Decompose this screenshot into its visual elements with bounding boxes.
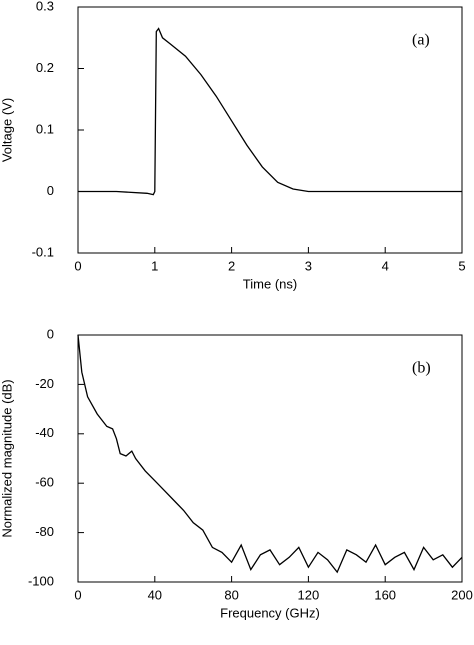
annotation: (a) (412, 32, 430, 49)
plot-frame (77, 334, 463, 583)
x-tick-label: 4 (382, 258, 389, 273)
x-tick-label: 2 (228, 258, 235, 273)
y-tick-label: 0.1 (36, 121, 54, 136)
x-tick-label: 40 (148, 587, 162, 602)
y-tick-label: -80 (35, 524, 54, 539)
y-tick-label: -40 (35, 425, 54, 440)
x-tick-label: 0 (74, 258, 81, 273)
x-axis-title: Time (ns) (243, 276, 297, 291)
y-tick-label: 0.2 (36, 60, 54, 75)
y-tick-label: -0.1 (32, 244, 54, 259)
y-axis-title: Normalized magnitude (dB) (0, 379, 14, 537)
x-tick-label: 120 (298, 587, 320, 602)
x-tick-label: 200 (451, 587, 473, 602)
x-tick-label: 3 (305, 258, 312, 273)
data-line (77, 334, 463, 574)
data-line (78, 27, 462, 196)
annotation: (b) (412, 360, 431, 377)
x-tick-label: 160 (374, 587, 396, 602)
x-tick-label: 80 (224, 587, 238, 602)
y-tick-label: 0 (47, 326, 54, 341)
plot-frame (77, 6, 463, 254)
y-tick-label: -20 (35, 376, 54, 391)
y-tick-label: 0 (47, 183, 54, 198)
x-tick-label: 1 (151, 258, 158, 273)
y-axis-title: Voltage (V) (0, 98, 14, 162)
y-tick-label: -60 (35, 475, 54, 490)
x-tick-label: 5 (458, 258, 465, 273)
y-tick-label: 0.3 (36, 0, 54, 13)
y-tick-label: -100 (28, 573, 54, 588)
x-axis-title: Frequency (GHz) (220, 605, 320, 620)
x-tick-label: 0 (74, 587, 81, 602)
